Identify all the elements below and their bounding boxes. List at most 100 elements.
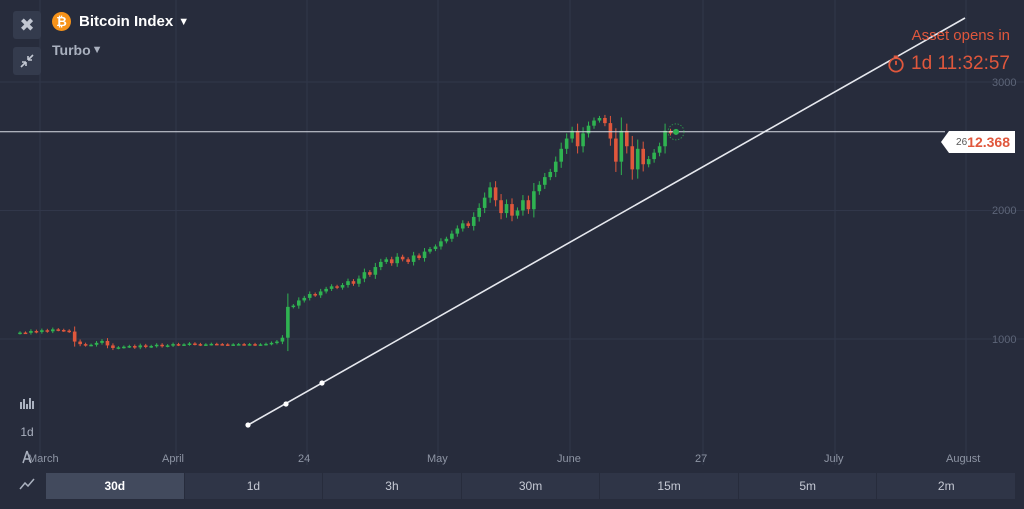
- candle: [395, 256, 399, 264]
- candle: [51, 329, 55, 332]
- timeframe-tab-2m[interactable]: 2m: [877, 473, 1017, 499]
- candle: [100, 340, 104, 343]
- candle: [477, 207, 481, 217]
- candle: [61, 330, 66, 332]
- candle: [165, 345, 170, 347]
- y-tick-label: 2000: [992, 205, 1017, 217]
- trend-line-handle: [319, 380, 325, 386]
- x-tick-label: July: [824, 453, 844, 465]
- x-tick-label: May: [427, 453, 448, 465]
- y-tick-label: 1000: [992, 334, 1017, 346]
- candle: [351, 281, 356, 284]
- candle: [122, 346, 126, 349]
- collapse-chart-button[interactable]: [13, 47, 41, 75]
- candle: [357, 278, 361, 284]
- candle: [138, 345, 143, 348]
- x-tick-label: 24: [298, 453, 311, 465]
- candle: [105, 340, 110, 346]
- price-chart[interactable]: [0, 0, 1024, 470]
- timeframe-tab-1d[interactable]: 1d: [184, 473, 324, 499]
- candle: [504, 204, 509, 214]
- close-chart-button[interactable]: ✖: [13, 11, 41, 39]
- mode-name: Turbo: [52, 42, 91, 58]
- candle: [45, 330, 50, 332]
- candle: [275, 341, 279, 344]
- candle: [493, 187, 498, 201]
- mode-selector[interactable]: Turbo ▼: [52, 42, 103, 58]
- asset-selector[interactable]: ₿ Bitcoin Index ▼: [52, 12, 189, 31]
- candle: [329, 286, 334, 289]
- candle: [340, 285, 345, 288]
- candle: [471, 216, 476, 226]
- candle: [111, 345, 115, 348]
- candle: [652, 152, 656, 160]
- period-button[interactable]: 1d: [20, 425, 34, 439]
- candle: [187, 343, 192, 345]
- candle: [543, 177, 547, 185]
- candle: [373, 267, 378, 275]
- trend-line-icon: [19, 478, 35, 490]
- candle: [635, 148, 640, 170]
- candle: [488, 187, 492, 198]
- asset-opens-label: Asset opens in: [911, 27, 1010, 44]
- candle: [646, 159, 651, 165]
- timeframe-tab-3h[interactable]: 3h: [323, 473, 462, 499]
- candle: [384, 259, 389, 262]
- candle: [220, 344, 225, 346]
- candle: [94, 342, 99, 345]
- close-icon: ✖: [19, 15, 35, 35]
- candle: [34, 331, 39, 333]
- candle: [324, 288, 328, 292]
- live-price-pulse: [667, 123, 685, 141]
- timeframe-tab-30m[interactable]: 30m: [461, 473, 601, 499]
- candle: [417, 255, 421, 259]
- candle: [581, 133, 585, 147]
- candle: [29, 331, 33, 333]
- candle: [204, 344, 208, 346]
- timeframe-tab-30d[interactable]: 30d: [46, 473, 185, 499]
- candle: [537, 184, 542, 192]
- candle: [242, 344, 246, 346]
- timeframe-tab-15m[interactable]: 15m: [600, 473, 739, 499]
- candle: [149, 346, 153, 348]
- candle: [428, 249, 432, 252]
- x-tick-label: 27: [695, 453, 708, 465]
- candle: [553, 161, 558, 172]
- candle: [225, 344, 230, 346]
- candle: [209, 343, 214, 346]
- trend-line-handle: [283, 401, 289, 407]
- candle: [193, 343, 197, 345]
- candle: [411, 255, 416, 262]
- candle: [236, 344, 241, 346]
- candle: [127, 346, 132, 348]
- candle: [362, 272, 367, 279]
- candle: [231, 344, 235, 346]
- candle: [171, 344, 175, 346]
- timeframe-tab-5m[interactable]: 5m: [738, 473, 878, 499]
- candle: [641, 148, 645, 165]
- candle: [215, 343, 219, 346]
- candle: [297, 300, 301, 306]
- candle: [269, 342, 274, 345]
- candle: [346, 281, 350, 286]
- chart-area[interactable]: [0, 0, 1024, 470]
- x-tick-label: June: [557, 453, 581, 465]
- trend-line-button[interactable]: [16, 477, 38, 494]
- candle: [499, 200, 503, 214]
- chevron-down-icon: ▼: [178, 15, 190, 28]
- candle: [564, 138, 569, 149]
- timer-icon: [888, 55, 904, 73]
- candle: [510, 204, 514, 216]
- drawing-tool-button[interactable]: [16, 450, 38, 467]
- candle: [182, 344, 186, 346]
- indicators-button[interactable]: [16, 396, 38, 413]
- collapse-icon: [20, 54, 34, 68]
- indicators-icon: [20, 398, 34, 409]
- candle: [444, 238, 449, 242]
- candle: [619, 130, 624, 162]
- candle: [526, 200, 531, 210]
- candle: [433, 246, 438, 250]
- candle: [258, 344, 263, 346]
- asset-name: Bitcoin Index: [79, 13, 174, 30]
- current-price-tag: 26 12.368: [941, 131, 1015, 153]
